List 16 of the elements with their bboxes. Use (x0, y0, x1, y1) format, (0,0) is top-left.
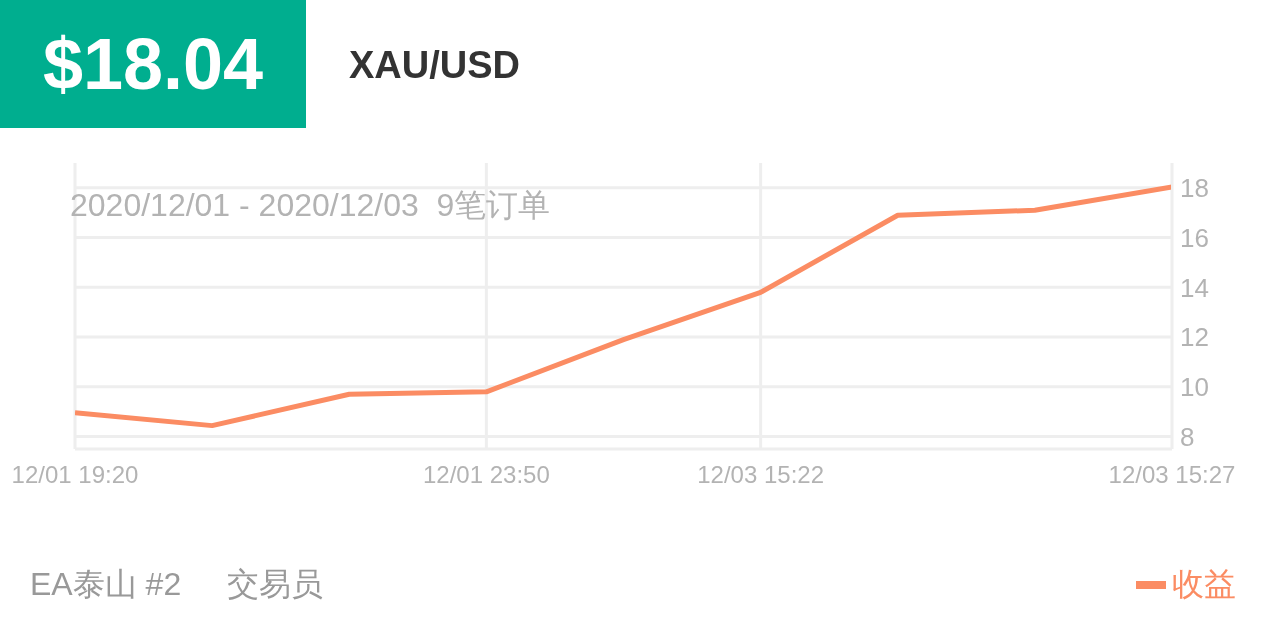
y-tick-label: 14 (1180, 272, 1209, 303)
text: EA泰山 #2 (30, 565, 182, 604)
y-tick-label: 16 (1180, 222, 1209, 253)
x-tick-label: 12/03 15:27 (1108, 461, 1236, 488)
annotation: 2020/12/01 - 2020/12/03 9笔订单 (70, 186, 551, 225)
y-tick-label: 10 (1180, 372, 1209, 403)
x-tick-label: 12/01 23:50 (422, 461, 550, 488)
text: 交易员 (227, 565, 324, 604)
y-tick-label: 18 (1180, 173, 1209, 204)
y-tick-label: 8 (1180, 421, 1195, 452)
y-tick-label: 12 (1180, 322, 1209, 353)
chart-title: $18.04 (0, 0, 306, 128)
x-tick-label: 12/03 15:22 (697, 461, 825, 488)
legend-label: 收益 (1171, 565, 1236, 604)
chart-subtitle: XAU/USD (349, 44, 521, 87)
x-tick-label: 12/01 19:20 (11, 461, 139, 488)
